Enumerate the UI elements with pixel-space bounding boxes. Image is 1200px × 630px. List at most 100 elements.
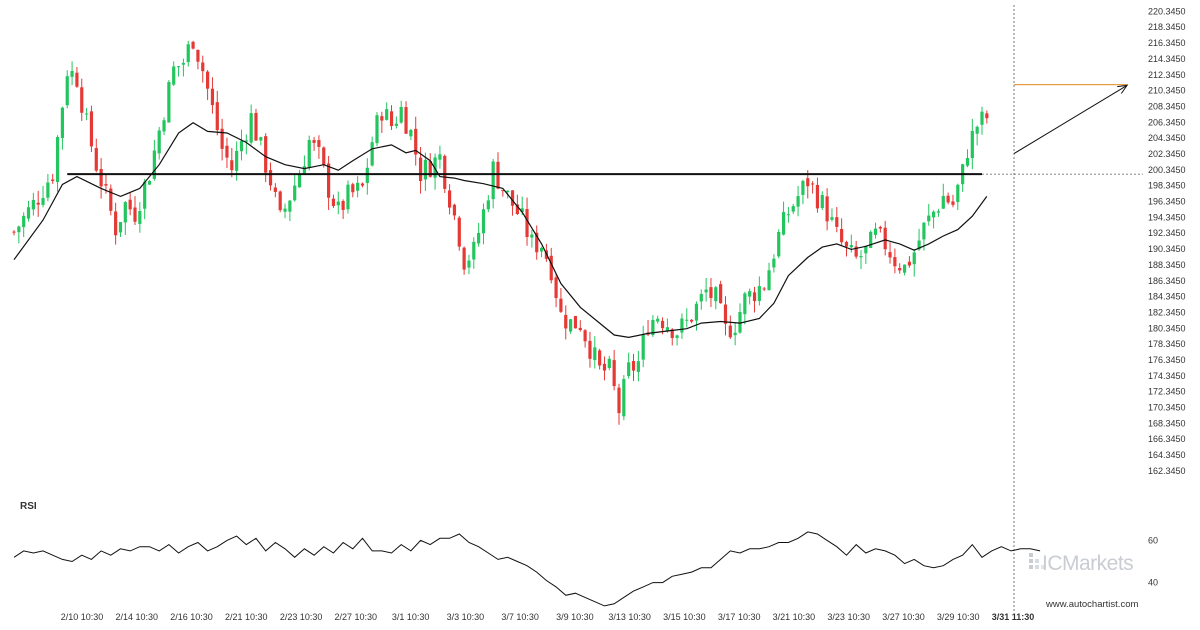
candle bbox=[815, 177, 820, 213]
candle-body bbox=[46, 182, 50, 198]
candle-body bbox=[801, 180, 805, 195]
candle bbox=[941, 183, 945, 209]
candle bbox=[961, 163, 965, 192]
candle bbox=[288, 199, 292, 222]
candle bbox=[157, 126, 161, 160]
candle-body bbox=[975, 126, 979, 134]
candle-body bbox=[660, 320, 665, 329]
candle bbox=[389, 105, 394, 130]
candle bbox=[743, 291, 747, 325]
candle-body bbox=[307, 139, 311, 168]
candle bbox=[622, 375, 626, 421]
candle-body bbox=[675, 335, 679, 338]
candle-body bbox=[186, 44, 190, 63]
candle bbox=[26, 200, 31, 222]
candle bbox=[80, 78, 84, 121]
candle-body bbox=[888, 252, 892, 258]
candle-body bbox=[859, 256, 863, 258]
candle bbox=[41, 185, 45, 208]
candle bbox=[346, 180, 350, 214]
candle-body bbox=[201, 62, 205, 72]
candle bbox=[631, 353, 636, 381]
moving-average-line bbox=[13, 121, 988, 339]
candle bbox=[588, 331, 592, 368]
candle-body bbox=[694, 303, 699, 321]
candle bbox=[331, 194, 336, 209]
candle bbox=[336, 191, 340, 215]
candle-body bbox=[936, 211, 941, 213]
candle bbox=[510, 190, 515, 216]
price-tick-label: 168.3450 bbox=[1148, 418, 1186, 428]
price-tick-label: 208.3450 bbox=[1148, 101, 1186, 111]
candle-body bbox=[206, 71, 210, 89]
candle-body bbox=[743, 293, 747, 315]
projection-arrow-head-icon bbox=[1117, 84, 1129, 94]
candle bbox=[196, 49, 200, 70]
candle bbox=[651, 315, 655, 337]
price-tick-label: 182.3450 bbox=[1148, 307, 1186, 317]
price-tick-label: 172.3450 bbox=[1148, 387, 1186, 397]
candle-body bbox=[728, 325, 732, 338]
candle bbox=[147, 179, 152, 185]
chart-overlays bbox=[13, 5, 1143, 612]
candle bbox=[573, 315, 578, 329]
candle-body bbox=[254, 112, 258, 141]
candle bbox=[167, 79, 171, 123]
candle-body bbox=[873, 228, 878, 235]
candle-body bbox=[385, 109, 389, 120]
candle-body bbox=[985, 113, 989, 119]
candle-body bbox=[549, 255, 553, 281]
candle-body bbox=[641, 334, 645, 360]
candle-body bbox=[433, 157, 437, 178]
candle-body bbox=[409, 129, 413, 137]
candle bbox=[946, 192, 950, 205]
candle-body bbox=[791, 206, 795, 212]
candle-body bbox=[970, 130, 974, 159]
candle bbox=[385, 102, 389, 121]
candle bbox=[55, 135, 60, 192]
candle-body bbox=[375, 115, 379, 144]
candle bbox=[486, 195, 490, 213]
candle bbox=[133, 196, 137, 226]
candle bbox=[89, 105, 94, 152]
price-tick-label: 170.3450 bbox=[1148, 403, 1186, 413]
candle bbox=[970, 118, 974, 170]
candle-body bbox=[365, 167, 369, 183]
candle-body bbox=[457, 217, 461, 247]
candle bbox=[210, 77, 215, 114]
candle-body bbox=[815, 184, 820, 209]
candle-body bbox=[932, 211, 936, 218]
time-tick-label: 3/17 10:30 bbox=[718, 612, 761, 622]
candle-body bbox=[854, 246, 858, 257]
candle-body bbox=[607, 358, 611, 369]
candle bbox=[912, 248, 916, 277]
candle-body bbox=[443, 155, 447, 189]
candle bbox=[873, 222, 878, 239]
candle-body bbox=[370, 142, 374, 166]
candle-body bbox=[302, 166, 306, 174]
candle bbox=[767, 262, 771, 291]
candle bbox=[467, 254, 471, 275]
rsi-panel: RSI 60 40 bbox=[13, 501, 1158, 607]
icmarkets-logo-icon bbox=[1029, 553, 1045, 569]
candle bbox=[172, 61, 176, 87]
time-tick-label: 2/14 10:30 bbox=[116, 612, 159, 622]
candle-body bbox=[757, 286, 761, 301]
price-tick-label: 188.3450 bbox=[1148, 260, 1186, 270]
candle bbox=[975, 125, 979, 146]
candle-body bbox=[835, 217, 839, 227]
candle bbox=[380, 111, 384, 133]
candle-body bbox=[414, 128, 418, 155]
candle-body bbox=[578, 327, 582, 331]
candle-body bbox=[806, 178, 810, 187]
candle bbox=[181, 58, 185, 77]
candle bbox=[738, 303, 742, 334]
candle-body bbox=[356, 182, 360, 191]
candle-body bbox=[22, 215, 26, 228]
candle bbox=[438, 145, 442, 169]
candle-body bbox=[811, 183, 815, 185]
candle-body bbox=[631, 361, 636, 371]
candle bbox=[965, 149, 970, 168]
candle-body bbox=[336, 201, 340, 206]
